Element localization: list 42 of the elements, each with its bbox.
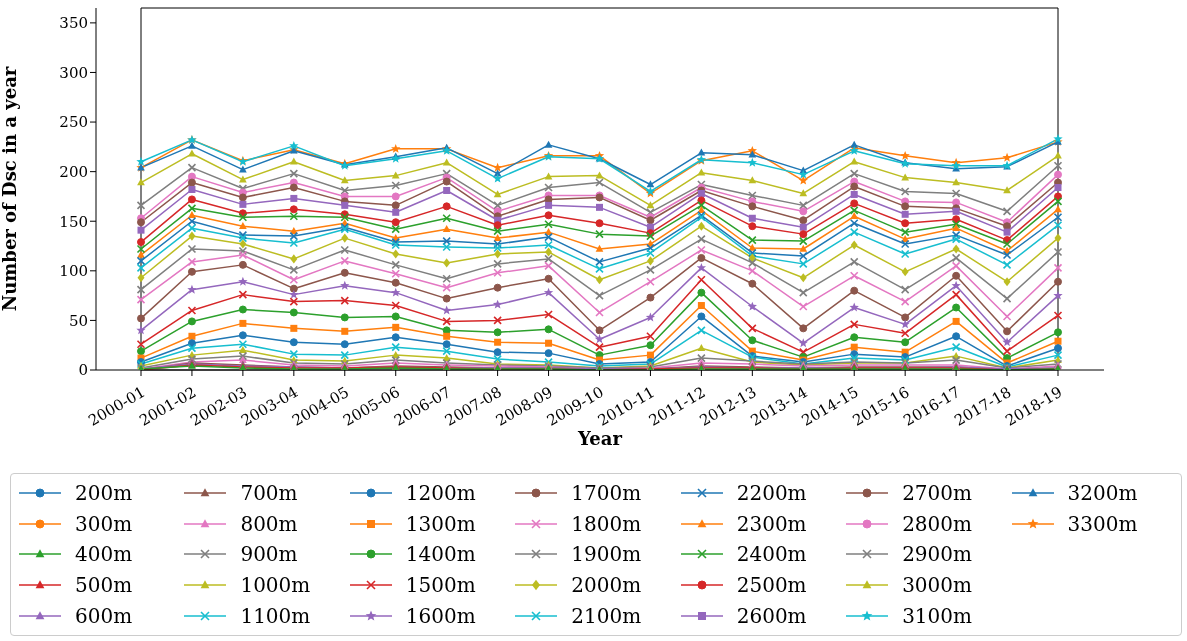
y-tick-label: 350 bbox=[59, 14, 88, 33]
legend-label: 200m bbox=[75, 481, 133, 506]
legend-label: 2000m bbox=[571, 573, 642, 598]
legend-label: 300m bbox=[75, 511, 133, 536]
legend-label: 1400m bbox=[405, 542, 476, 567]
legend-label: 3000m bbox=[902, 573, 973, 598]
legend-label: 1100m bbox=[240, 603, 311, 628]
y-tick-label: 0 bbox=[78, 361, 88, 380]
legend-label: 1600m bbox=[405, 603, 476, 628]
legend-label: 900m bbox=[240, 542, 298, 567]
legend-label: 500m bbox=[75, 573, 133, 598]
legend-label: 3300m bbox=[1067, 511, 1138, 536]
legend-label: 2600m bbox=[736, 603, 807, 628]
legend-label: 2400m bbox=[736, 542, 807, 567]
y-tick-label: 150 bbox=[59, 212, 88, 231]
legend-label: 1500m bbox=[405, 573, 476, 598]
legend-label: 3200m bbox=[1067, 481, 1138, 506]
y-tick-label: 50 bbox=[68, 311, 88, 330]
y-tick-label: 200 bbox=[59, 162, 88, 181]
legend-label: 1800m bbox=[571, 511, 642, 536]
legend-label: 2300m bbox=[736, 511, 807, 536]
legend-label: 2900m bbox=[902, 542, 973, 567]
legend-label: 1300m bbox=[405, 511, 476, 536]
legend-label: 1000m bbox=[240, 573, 311, 598]
legend-label: 800m bbox=[240, 511, 298, 536]
legend-label: 3100m bbox=[902, 603, 973, 628]
legend-label: 1900m bbox=[571, 542, 642, 567]
legend-label: 1700m bbox=[571, 481, 642, 506]
legend-label: 2100m bbox=[571, 603, 642, 628]
legend-label: 400m bbox=[75, 542, 133, 567]
legend-label: 1200m bbox=[405, 481, 476, 506]
legend-label: 2200m bbox=[736, 481, 807, 506]
legend-label: 2500m bbox=[736, 573, 807, 598]
x-axis-title: Year bbox=[577, 428, 623, 449]
y-tick-label: 100 bbox=[59, 262, 88, 281]
legend-label: 700m bbox=[240, 481, 298, 506]
y-tick-label: 250 bbox=[59, 113, 88, 132]
y-axis-title: Number of Dsc in a year bbox=[0, 66, 21, 312]
legend-label: 2800m bbox=[902, 511, 973, 536]
y-tick-label: 300 bbox=[59, 63, 88, 82]
legend-label: 2700m bbox=[902, 481, 973, 506]
legend-label: 600m bbox=[75, 603, 133, 628]
